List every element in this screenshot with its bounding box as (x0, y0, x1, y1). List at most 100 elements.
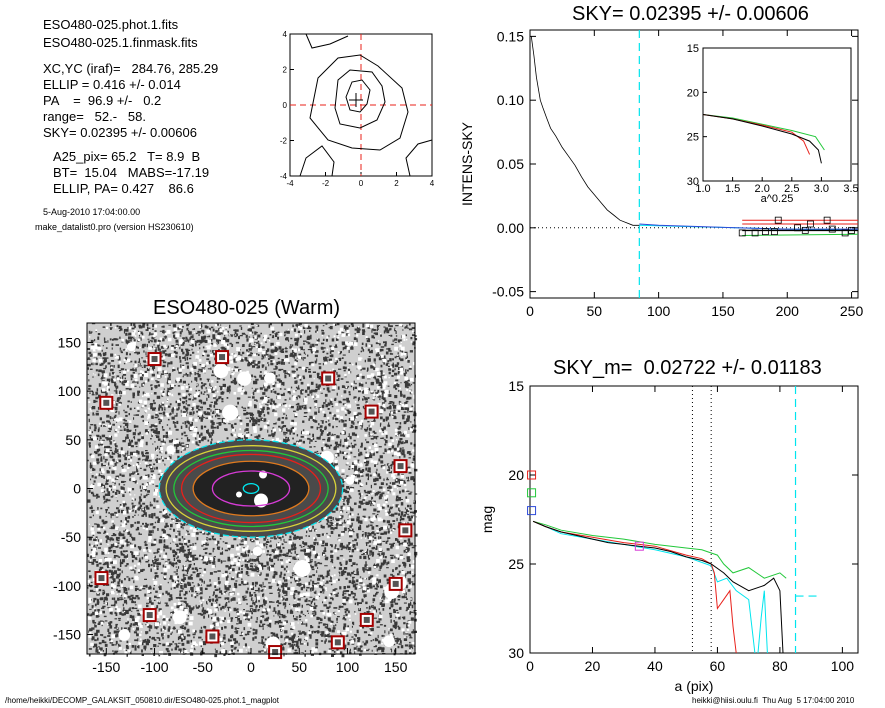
inset-x-tick-label: 3.0 (814, 183, 829, 195)
info-a25: A25_pix= 65.2 T= 8.9 B (53, 149, 201, 164)
masked-region-marker-core (334, 639, 341, 646)
info-bt: BT= 15.04 MABS=-17.19 (53, 165, 210, 180)
inset-y-tick-label: 30 (687, 176, 699, 188)
masked-region-marker-core (325, 375, 332, 382)
footer-path: /home/heikki/DECOMP_GALAKSIT_050810.dir/… (5, 696, 279, 705)
sky-profile-line (530, 36, 640, 226)
mag-marker-square-magenta (634, 541, 644, 551)
contour-y-tick-label: 4 (283, 30, 288, 39)
masked-region-marker-core (272, 649, 279, 656)
sky-sample-square (738, 229, 746, 237)
sky-y-tick-label: 0.15 (497, 28, 524, 44)
sky-sample-square (751, 229, 759, 237)
masked-star (118, 629, 131, 641)
mag-x-tick-label: 100 (831, 658, 855, 674)
masked-region-marker-core (98, 575, 105, 582)
image-y-tick-label: -100 (53, 578, 81, 594)
masked-region-marker-core (103, 399, 110, 406)
sky-y-axis-label: INTENS-SKY (459, 121, 475, 206)
mag-cyan-line (532, 520, 756, 654)
image-y-tick-label: 0 (73, 481, 81, 497)
sky-sample-square (761, 228, 769, 236)
contour-level-mid (334, 69, 386, 129)
sky-sample-square (774, 216, 782, 224)
masked-star (293, 560, 311, 577)
sky-sample-square (848, 226, 855, 234)
info-range: range= 52.- 58. (43, 109, 146, 124)
sky-x-tick-label: 150 (711, 303, 735, 319)
mag-y-tick-label: 20 (508, 467, 524, 483)
info-program: make_datalist0.pro (version HS230610) (35, 222, 194, 232)
sky-green-line (742, 233, 859, 236)
masked-region-marker-core (402, 527, 409, 534)
image-x-tick-label: -100 (141, 659, 169, 675)
sky-sample-square (823, 216, 831, 224)
sky-x-tick-label: 250 (840, 303, 864, 319)
info-sky: SKY= 0.02395 +/- 0.00606 (43, 125, 197, 140)
sky-x-tick-label: 100 (647, 303, 671, 319)
image-y-tick-label: -150 (53, 627, 81, 643)
inset-y-tick-label: 25 (687, 132, 699, 144)
inset-x-axis-label: a^0.25 (761, 193, 794, 205)
mag-x-tick-label: 40 (647, 658, 663, 674)
masked-region-marker-core (151, 356, 158, 363)
inset-x-tick-label: 3.5 (843, 183, 858, 195)
footer-user-date: heikki@hiisi.oulu.fi Thu Aug 5 17:04:00 … (692, 696, 855, 705)
masked-star (254, 493, 268, 508)
masked-region-marker-core (209, 633, 216, 640)
image-x-tick-label: -50 (193, 659, 213, 675)
info-ellip-pa: ELLIP, PA= 0.427 86.6 (53, 181, 194, 196)
contour-y-tick-label: -4 (280, 172, 288, 181)
mag-y-axis-label: mag (479, 506, 495, 533)
inset-x-tick-label: 2.5 (784, 183, 799, 195)
isophote-ellipse-orange (192, 460, 310, 517)
info-date: 5-Aug-2010 17:04:00.00 (43, 207, 141, 217)
mag-y-tick-label: 15 (508, 378, 524, 394)
mag-marker-square-red (527, 470, 537, 480)
mag-frame (529, 385, 859, 654)
sky-y-tick-label: 0.05 (497, 156, 524, 172)
contour-x-tick-label: -4 (286, 179, 294, 188)
masked-region-marker-core (146, 612, 153, 619)
sky-x-tick-label: 200 (776, 303, 800, 319)
image-y-tick-label: 150 (58, 334, 82, 350)
masked-star (264, 372, 276, 384)
mag-x-tick-label: 60 (710, 658, 726, 674)
contour-y-tick-label: -2 (280, 137, 288, 146)
image-x-tick-label: 0 (247, 659, 255, 675)
sky-sample-square (807, 220, 814, 228)
masked-star (252, 546, 263, 557)
image-x-tick-label: 50 (291, 659, 307, 675)
sky-sample-square (841, 229, 849, 237)
masked-region-marker-core (397, 463, 404, 470)
contour-y-tick-label: 0 (283, 101, 288, 110)
mag-y-tick-label: 30 (508, 645, 524, 661)
contour-x-tick-label: -2 (322, 179, 330, 188)
image-x-tick-label: 100 (336, 659, 360, 675)
mag-cyan-line-2 (757, 590, 768, 654)
galaxy-image-noise-light (87, 323, 418, 656)
mag-y-tick-label: 25 (508, 556, 524, 572)
image-x-tick-label: -150 (92, 659, 120, 675)
mag-chart-title: SKY_m= 0.02722 +/- 0.01183 (553, 357, 822, 379)
inset-x-tick-label: 1.5 (725, 183, 740, 195)
isophote-ellipse-green (173, 449, 329, 528)
sky-sample-square (794, 224, 801, 232)
inset-black-line (702, 114, 822, 164)
sky-y-tick-label: -0.05 (492, 284, 524, 300)
sky-sample-square (828, 225, 836, 233)
masked-star (213, 363, 229, 379)
sky-sample-square (801, 226, 809, 234)
masked-star (222, 404, 239, 421)
info-file-mask: ESO480-025.1.finmask.fits (43, 35, 198, 50)
sky-chart-title: SKY= 0.02395 +/- 0.00606 (572, 3, 809, 25)
sky-x-tick-label: 50 (587, 303, 603, 319)
contour-x-tick-label: 2 (394, 179, 399, 188)
mag-black-line (532, 520, 784, 654)
image-y-tick-label: -50 (61, 529, 81, 545)
mag-marker-square-blue (527, 506, 537, 516)
galaxy-image (87, 323, 418, 660)
masked-star (383, 635, 395, 648)
inset-y-tick-label: 20 (687, 87, 699, 99)
mag-x-tick-label: 20 (585, 658, 601, 674)
